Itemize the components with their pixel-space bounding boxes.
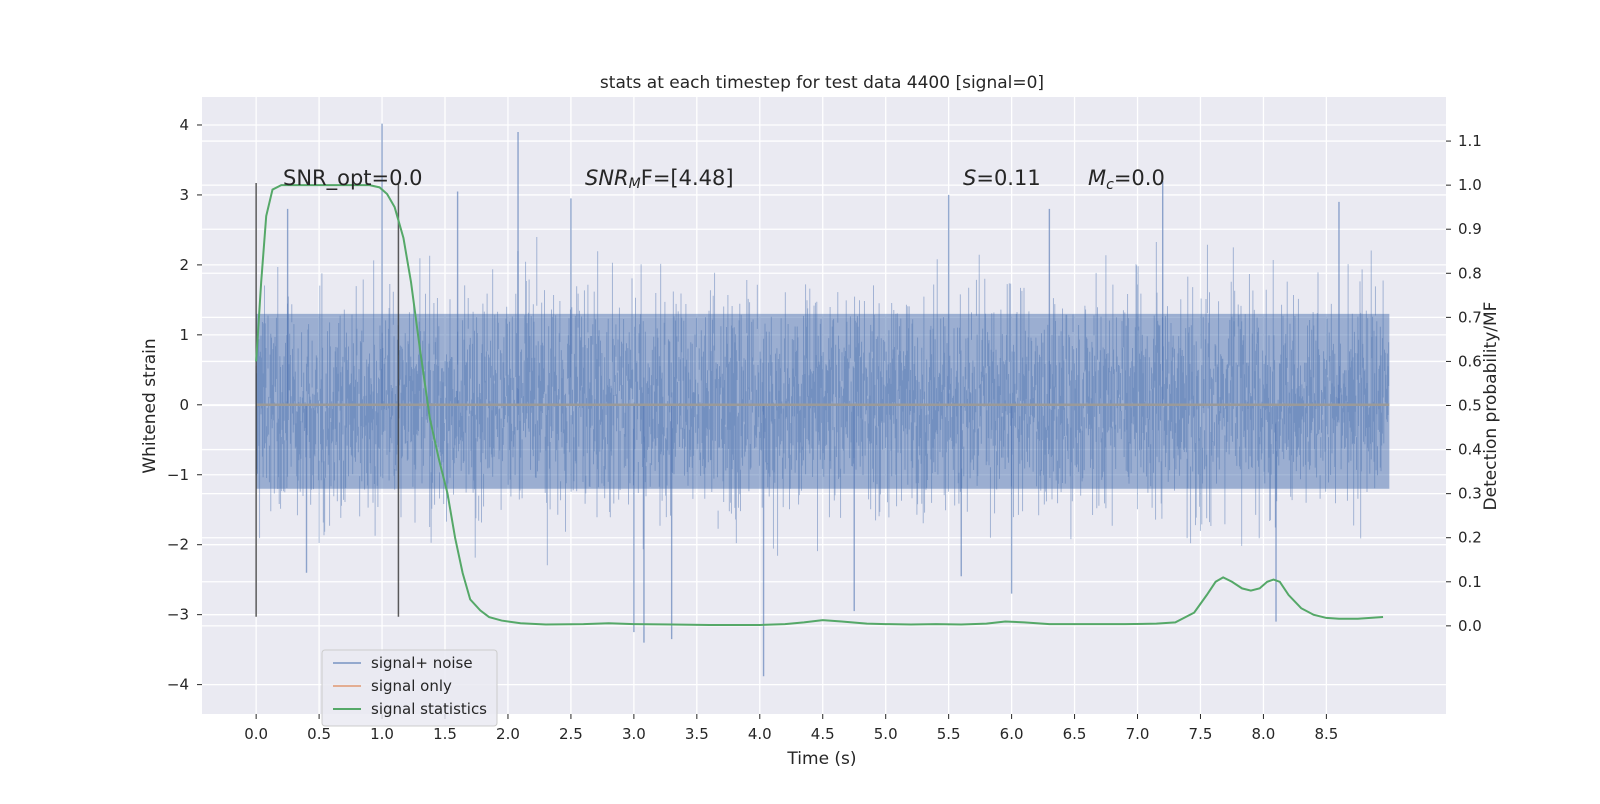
x-tick-label: 6.0 [1000,725,1024,743]
x-tick-label: 5.5 [937,725,961,743]
x-tick-label: 4.0 [748,725,772,743]
y-tick-label: −2 [167,536,189,554]
y-tick-label: −4 [167,676,189,694]
x-tick-label: 4.5 [811,725,835,743]
annotation-snr-mf-symbol: SNR [585,166,629,190]
x-tick-label: 2.0 [496,725,520,743]
y-right-tick-label: 0.0 [1458,617,1482,635]
x-axis-label: Time (s) [786,749,856,769]
annotation-s-symbol: S [963,166,976,190]
y-tick-label: 4 [179,116,189,134]
legend-box [321,649,498,727]
x-tick-label: 7.5 [1189,725,1213,743]
x-tick-label: 6.5 [1063,725,1087,743]
annotation-mc-subscript: c [1106,177,1114,193]
y-right-tick-label: 0.4 [1458,441,1482,459]
y-axis-label: Whitened strain [140,338,160,473]
y-tick-label: 1 [179,326,189,344]
legend-label-signal-statistics: signal statistics [371,700,487,718]
y-right-tick-label: 0.8 [1458,264,1482,282]
y-right-tick-label: 0.2 [1458,529,1482,547]
legend: signal+ noise signal only signal statist… [321,649,498,727]
y-tick-label: 2 [179,256,189,274]
y-right-tick-label: 0.7 [1458,308,1482,326]
y-tick-label: 3 [179,186,189,204]
x-tick-label: 8.0 [1251,725,1275,743]
y-tick-label: −1 [167,466,189,484]
x-tick-label: 8.5 [1314,725,1338,743]
signal-statistics-series [255,184,1384,626]
annotation-snr-mf-value: F=[4.48] [641,166,734,190]
legend-label-signal-noise: signal+ noise [371,654,473,672]
x-tick-label: 3.0 [622,725,646,743]
y-right-tick-label: 0.6 [1458,352,1482,370]
x-tick-label: 1.5 [433,725,457,743]
y-tick-label: −3 [167,606,189,624]
window-markers [255,183,400,617]
annotation-mc-symbol: M [1088,166,1106,190]
y-right-tick-label: 0.3 [1458,485,1482,503]
x-tick-label: 5.0 [874,725,898,743]
signal-statistics-line [255,184,1384,626]
axis-ticks: 0.0 0.5 1.0 1.5 2.0 2.5 3.0 3.5 4.0 4.5 5.0 5.5 6.0 6… [167,116,1482,743]
y-right-tick-label: 0.5 [1458,397,1482,415]
y-right-tick-label: 1.1 [1458,132,1482,150]
x-tick-label: 0.0 [244,725,268,743]
annotation-snr-mf: SNRMF=[4.48] [585,166,734,192]
y-right-tick-label: 1.0 [1458,176,1482,194]
x-tick-label: 2.5 [559,725,583,743]
x-tick-label: 1.0 [370,725,394,743]
annotation-mc-value: =0.0 [1114,166,1165,190]
chart-title: stats at each timestep for test data 440… [600,73,1044,93]
x-tick-label: 3.5 [685,725,709,743]
y-axis-right-label: Detection probability/MF [1481,302,1501,511]
x-tick-label: 7.0 [1126,725,1150,743]
annotation-s: S=0.11 [963,166,1041,190]
annotation-mc: Mc=0.0 [1088,166,1165,193]
y-right-tick-label: 0.1 [1458,573,1482,591]
signal-noise-series [255,123,1390,677]
y-tick-label: 0 [179,396,189,414]
annotation-s-value: =0.11 [976,166,1040,190]
x-tick-label: 0.5 [307,725,331,743]
annotation-snr-mf-subscript: M [629,176,641,192]
legend-label-signal-only: signal only [371,677,452,695]
y-right-tick-label: 0.9 [1458,220,1482,238]
annotation-snr-opt: SNR_opt=0.0 [283,166,423,191]
